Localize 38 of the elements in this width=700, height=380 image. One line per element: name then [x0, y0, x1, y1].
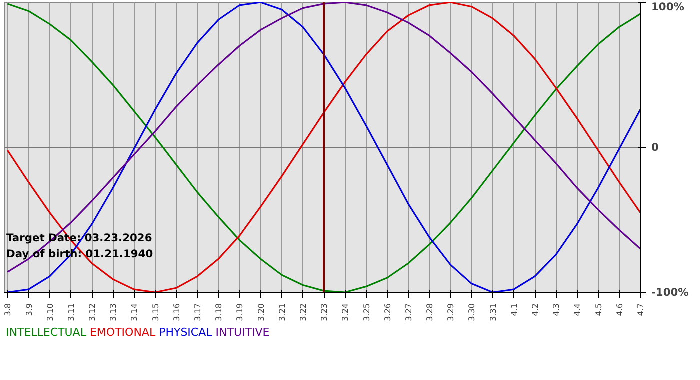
y-tick-label: 0: [652, 141, 659, 154]
text: PHYSICAL: [159, 326, 212, 339]
x-tick-label: 3.11: [66, 304, 76, 322]
x-tick-label: 3.16: [172, 304, 182, 322]
x-tick-label: 3.15: [151, 304, 160, 322]
x-tick-label: 3.13: [109, 304, 118, 322]
x-tick-label: 3.10: [46, 304, 55, 322]
x-tick-label: 4.6: [615, 303, 624, 316]
x-tick-label: 3.26: [383, 304, 392, 322]
x-tick-label: 4.1: [510, 303, 519, 316]
x-tick-label: 3.22: [298, 304, 308, 322]
text: EMOTIONAL: [90, 326, 156, 339]
text: INTUITIVE: [216, 326, 270, 339]
x-tick-label: 4.5: [594, 303, 604, 316]
text: INTELLECTUAL: [6, 326, 86, 339]
x-tick-label: 3.9: [24, 303, 34, 316]
x-tick-label: 4.3: [552, 303, 562, 316]
x-tick-label: 3.31: [488, 304, 498, 322]
x-tick-label: 3.20: [256, 304, 266, 322]
x-tick-label: 3.18: [214, 304, 224, 322]
x-tick-label: 3.21: [278, 304, 287, 322]
x-tick-label: 3.27: [404, 304, 414, 322]
x-tick-label: 4.4: [573, 303, 582, 316]
x-tick-label: 3.29: [446, 304, 456, 322]
x-tick-label: 3.14: [130, 304, 140, 322]
x-tick-label: 3.30: [468, 304, 477, 322]
y-tick-label: 100%: [652, 0, 685, 14]
x-tick-label: 3.8: [4, 303, 13, 316]
x-tick-label: 3.19: [236, 304, 245, 322]
x-tick-label: 4.7: [636, 303, 646, 316]
x-tick-label: 3.24: [341, 304, 350, 322]
x-tick-label: 3.25: [362, 304, 372, 322]
x-tick-label: 3.12: [88, 304, 98, 322]
x-tick-label: 3.17: [194, 304, 203, 322]
x-tick-label: 4.2: [531, 303, 540, 316]
y-tick-label: -100%: [652, 286, 690, 299]
x-tick-label: 3.23: [320, 304, 330, 322]
x-tick-label: 3.28: [426, 304, 435, 322]
